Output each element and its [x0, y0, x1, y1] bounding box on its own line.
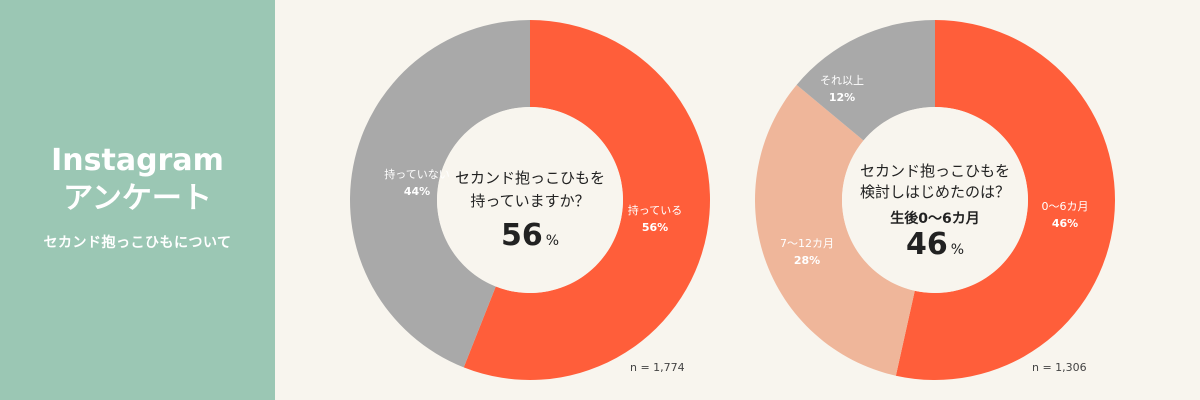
chart2-slice-2 [755, 84, 915, 376]
chart2-highlight-value: 46% [906, 227, 964, 262]
sidebar-title-line1: Instagram [51, 143, 224, 178]
chart2-highlight-label: 生後0〜6カ月 [890, 210, 979, 227]
chart2-slice-3-label: それ以上 [820, 74, 864, 87]
chart1-slice-1-value: 56% [642, 221, 668, 234]
chart1-slice-1 [463, 20, 710, 381]
chart2-highlight-number: 46 [906, 227, 948, 262]
chart2-question-line2: 検討しはじめたのは？ [860, 183, 1010, 201]
chart2-slice-2-label: 7〜12カ月 [780, 237, 834, 250]
chart1-n-label: n = 1,774 [630, 361, 685, 374]
chart1-highlight-number: 56 [501, 218, 543, 253]
chart1-highlight-unit: % [546, 233, 559, 249]
sidebar-title-line2: アンケート [63, 181, 212, 216]
chart1-question-line1: セカンド抱っこひもを [455, 169, 605, 187]
chart1-slice-1-label: 持っている [628, 203, 682, 217]
chart1-highlight-value: 56% [501, 218, 559, 253]
chart2-slice-1-label: 0〜6カ月 [1042, 200, 1089, 213]
chart1-slice-2 [350, 20, 530, 368]
chart1-slice-2-value: 44% [404, 185, 430, 198]
chart2-slice-1-value: 46% [1052, 217, 1078, 230]
chart2-center-hole [842, 107, 1028, 293]
chart2-slice-1 [895, 20, 1115, 380]
chart1-question-line2: 持っていますか？ [470, 192, 589, 210]
sidebar-subtitle: セカンド抱っこひもについて [43, 235, 232, 251]
chart1-center-hole [437, 107, 623, 293]
chart2-slice-3 [796, 20, 935, 141]
chart2-slice-2-value: 28% [794, 254, 820, 267]
chart1-slice-2-label: 持っていない [384, 167, 449, 181]
chart2-n-label: n = 1,306 [1032, 361, 1087, 374]
sidebar-title: Instagram アンケート [51, 142, 224, 218]
chart2-highlight-unit: % [951, 242, 964, 258]
chart2-question-line1: セカンド抱っこひもを [860, 162, 1010, 180]
charts-area: 持っている 56% 持っていない 44% セカンド抱っこひもを 持っていますか？ 56% 0〜… [275, 0, 1200, 400]
chart2-slice-3-value: 12% [829, 91, 855, 104]
sidebar-panel: Instagram アンケート セカンド抱っこひもについて [0, 0, 275, 400]
